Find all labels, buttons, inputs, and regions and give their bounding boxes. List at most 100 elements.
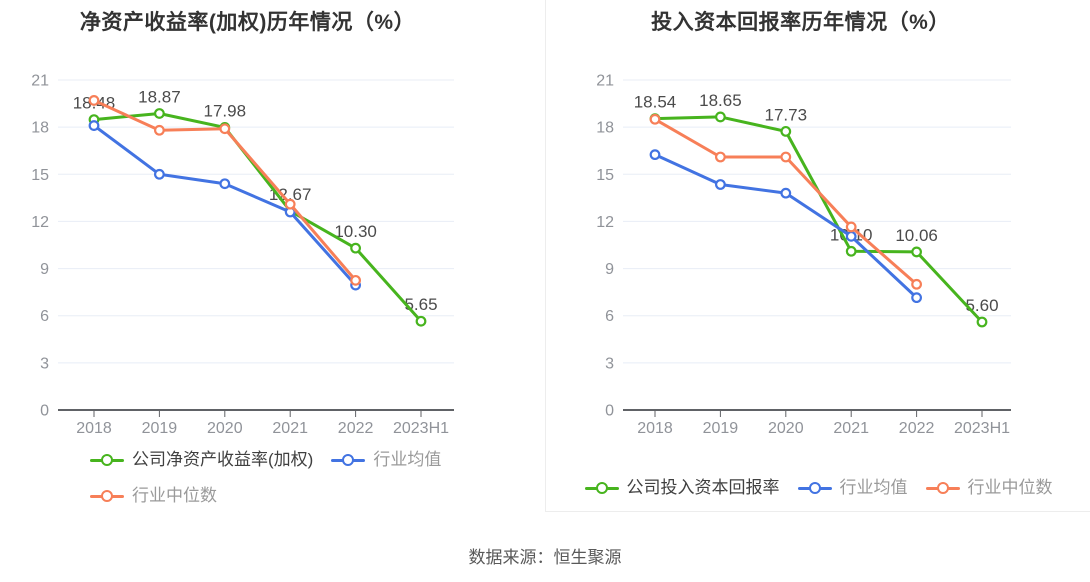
x-axis <box>58 409 454 417</box>
svg-text:0: 0 <box>40 403 49 420</box>
svg-text:3: 3 <box>605 355 614 372</box>
data-point[interactable] <box>911 246 923 258</box>
svg-text:9: 9 <box>605 261 614 278</box>
data-point[interactable] <box>649 149 661 161</box>
svg-text:9: 9 <box>40 261 49 278</box>
legend-label: 行业均值 <box>839 478 908 497</box>
y-gridlines <box>623 79 1011 364</box>
svg-text:17.98: 17.98 <box>204 101 247 120</box>
roe-chart-plot: 0 3 6 9 12 15 18 21 2018 2019 2020 2021 2022 2023H1 18… <box>31 73 454 437</box>
svg-text:2022: 2022 <box>899 420 935 437</box>
data-point[interactable] <box>911 278 923 290</box>
data-point[interactable] <box>219 178 231 190</box>
svg-text:2020: 2020 <box>207 420 243 437</box>
legend-item-industry-median[interactable]: 行业中位数 <box>925 477 1053 499</box>
svg-text:18.65: 18.65 <box>699 91 742 110</box>
legend-item-company[interactable]: 公司净资产收益率(加权) <box>90 449 313 471</box>
legend-item-industry-mean[interactable]: 行业均值 <box>331 449 441 471</box>
legend-label: 行业均值 <box>373 450 442 469</box>
data-point[interactable] <box>88 120 100 131</box>
svg-text:5.60: 5.60 <box>965 296 998 315</box>
roe-chart-title: 净资产收益率(加权)历年情况（%） <box>79 11 416 34</box>
series-company <box>88 108 427 327</box>
legend-label: 公司净资产收益率(加权) <box>132 450 314 469</box>
roic-chart-title: 投入资本回报率历年情况（%） <box>651 11 950 34</box>
legend-line-marker-icon <box>331 453 366 467</box>
x-axis-labels: 2018 2019 2020 2021 2022 2023H1 <box>76 420 449 437</box>
data-source-note: 数据来源：恒生聚源 <box>468 548 622 567</box>
y-axis-labels: 0 3 6 9 12 15 18 21 <box>596 73 614 420</box>
data-point[interactable] <box>845 245 857 257</box>
legend-label: 行业中位数 <box>967 478 1053 497</box>
legend-label: 行业中位数 <box>132 486 217 505</box>
svg-text:2022: 2022 <box>338 420 374 437</box>
svg-text:18: 18 <box>596 120 614 137</box>
y-axis-labels: 0 3 6 9 12 15 18 21 <box>31 73 49 420</box>
data-point[interactable] <box>714 111 726 123</box>
svg-text:5.65: 5.65 <box>404 295 437 314</box>
svg-text:15: 15 <box>31 167 49 184</box>
legend-label: 公司投入资本回报率 <box>626 478 780 497</box>
data-point[interactable] <box>845 230 857 242</box>
svg-text:15: 15 <box>596 167 614 184</box>
data-point[interactable] <box>153 124 165 136</box>
legend-row: 行业中位数 <box>90 485 441 507</box>
legend-line-marker-icon <box>90 453 124 467</box>
data-point[interactable] <box>845 221 857 233</box>
data-point[interactable] <box>153 108 165 119</box>
data-point[interactable] <box>911 292 923 304</box>
legend-line-marker-icon <box>90 489 124 503</box>
svg-text:2021: 2021 <box>833 420 869 437</box>
svg-text:2018: 2018 <box>637 420 673 437</box>
series-industry-mean <box>88 120 362 291</box>
data-point[interactable] <box>780 187 792 199</box>
x-axis <box>623 409 1011 417</box>
data-point[interactable] <box>976 316 988 328</box>
svg-text:12: 12 <box>31 214 49 231</box>
svg-text:2019: 2019 <box>703 420 739 437</box>
legend-item-company[interactable]: 公司投入资本回报率 <box>584 477 780 499</box>
data-point[interactable] <box>88 95 100 106</box>
data-point[interactable] <box>649 113 661 125</box>
roic-chart-plot: 0 3 6 9 12 15 18 21 2018 2019 2020 2021 2022 2023H1 18… <box>596 73 1011 437</box>
svg-text:21: 21 <box>31 73 49 90</box>
data-point[interactable] <box>284 198 296 210</box>
legend-row: 公司投入资本回报率 行业均值 行业中位数 <box>546 477 1090 499</box>
legend-row: 公司净资产收益率(加权) 行业均值 <box>90 449 441 471</box>
legend-line-marker-icon <box>925 481 960 495</box>
svg-text:10.30: 10.30 <box>334 222 377 241</box>
svg-text:2020: 2020 <box>768 420 804 437</box>
svg-text:21: 21 <box>596 73 614 90</box>
data-point[interactable] <box>219 123 231 135</box>
legend-line-marker-icon <box>797 481 832 495</box>
data-point[interactable] <box>350 242 362 254</box>
data-point[interactable] <box>714 179 726 190</box>
svg-text:2018: 2018 <box>76 420 112 437</box>
data-point[interactable] <box>415 315 427 327</box>
series-industry-median <box>649 113 923 290</box>
data-point[interactable] <box>350 274 362 286</box>
data-point[interactable] <box>714 151 726 163</box>
svg-text:18.54: 18.54 <box>634 93 677 112</box>
legend-item-industry-median[interactable]: 行业中位数 <box>90 485 217 507</box>
y-gridlines <box>58 79 454 364</box>
svg-text:2023H1: 2023H1 <box>954 420 1010 437</box>
svg-text:2019: 2019 <box>142 420 178 437</box>
legend-item-industry-mean[interactable]: 行业均值 <box>797 477 908 499</box>
svg-text:2021: 2021 <box>272 420 308 437</box>
roic-chart-legend: 公司投入资本回报率 行业均值 行业中位数 <box>546 477 1090 499</box>
data-point[interactable] <box>780 151 792 163</box>
svg-text:2023H1: 2023H1 <box>393 420 449 437</box>
series-industry-mean <box>649 149 923 304</box>
panel-divider-bottom <box>545 511 1090 512</box>
svg-text:10.06: 10.06 <box>895 226 938 245</box>
roe-chart-panel: 净资产收益率(加权)历年情况（%） 0 3 6 9 12 15 18 21 2018 2019 20… <box>0 0 545 512</box>
svg-text:12: 12 <box>596 214 614 231</box>
data-point[interactable] <box>780 125 792 137</box>
legend-line-marker-icon <box>584 481 619 495</box>
svg-text:6: 6 <box>605 308 614 325</box>
data-point[interactable] <box>153 168 165 180</box>
svg-text:17.73: 17.73 <box>765 105 808 124</box>
